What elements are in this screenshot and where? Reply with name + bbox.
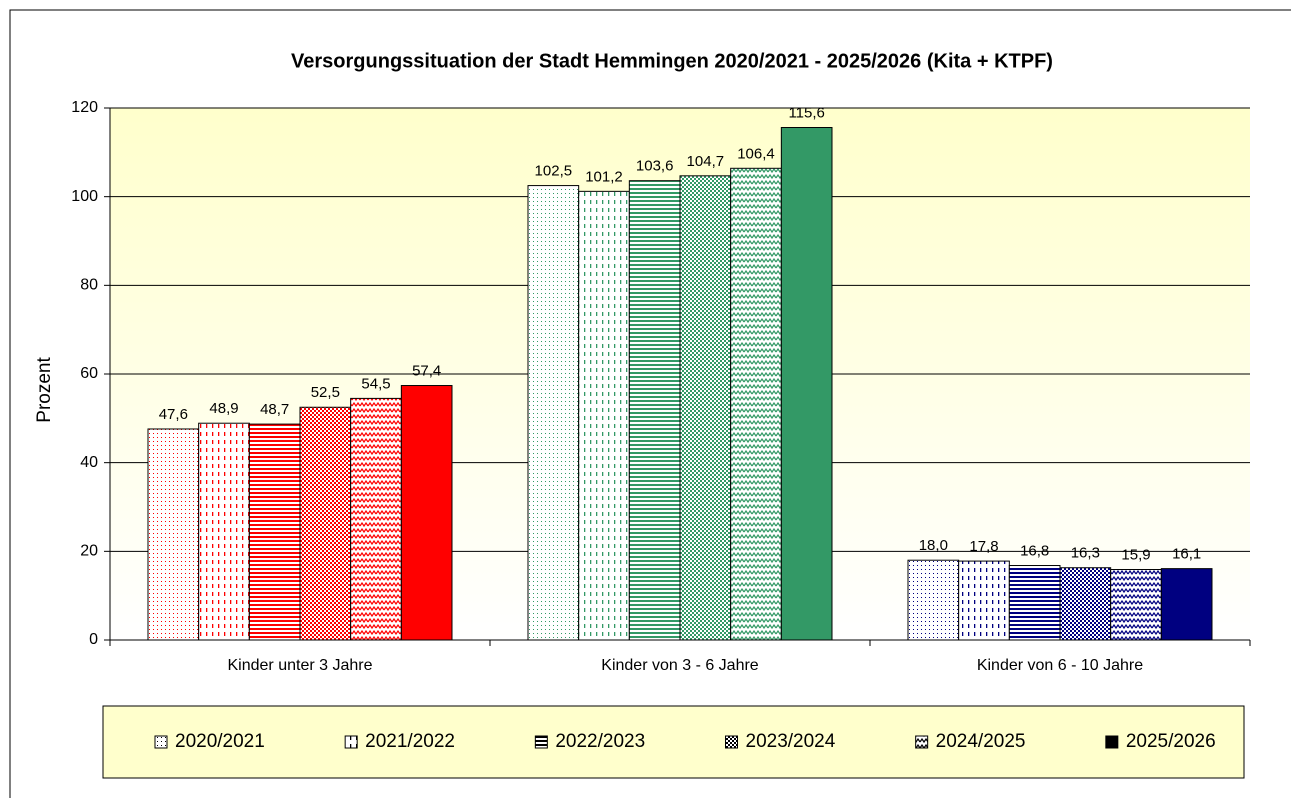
legend-label: 2022/2023 [555,731,645,752]
value-label: 16,1 [1172,546,1201,563]
value-label: 15,9 [1121,546,1150,563]
bar [578,190,630,641]
bar [350,397,402,641]
legend-box [102,705,1245,779]
y-tick-label: 120 [71,99,98,116]
bar [1008,565,1061,641]
y-tick-label: 0 [89,631,98,648]
value-label: 17,8 [969,538,998,555]
y-tick-label: 100 [71,188,98,205]
legend-label: 2025/2026 [1126,731,1216,752]
value-label: 47,6 [159,406,188,423]
legend-label: 2021/2022 [365,731,455,752]
value-label: 102,5 [535,163,573,180]
legend-label: 2023/2024 [746,731,836,752]
value-label: 104,7 [687,153,725,170]
y-axis-label: Prozent [34,357,55,423]
x-tick-label: Kinder unter 3 Jahre [228,657,373,674]
bar [299,406,352,641]
bar [958,560,1010,641]
bar [780,127,833,641]
bar [907,559,960,641]
value-label: 48,9 [209,400,238,417]
legend-swatch [1105,735,1119,749]
y-tick-label: 60 [80,365,98,382]
value-label: 52,5 [311,384,340,401]
legend-swatch [154,735,168,749]
legend-label: 2024/2025 [936,731,1026,752]
bar [1059,567,1112,641]
value-label: 16,8 [1020,542,1049,559]
bar [1110,569,1162,641]
chart-title: Versorgungssituation der Stadt Hemmingen… [291,50,1053,72]
bar [147,428,200,641]
x-tick-label: Kinder von 6 - 10 Jahre [977,657,1143,674]
bar [679,175,732,641]
y-tick-label: 20 [80,543,98,560]
value-label: 101,2 [585,168,623,185]
value-label: 18,0 [919,537,948,554]
value-label: 106,4 [737,145,775,162]
value-label: 103,6 [636,158,674,175]
bar [628,180,681,641]
legend-swatch [725,735,738,749]
bar [730,167,782,641]
legend-swatch [344,735,358,749]
value-label: 115,6 [788,104,824,121]
value-label: 57,4 [412,362,441,379]
y-tick-label: 40 [80,454,98,471]
legend-label: 2020/2021 [175,731,265,752]
legend-swatch [915,735,929,749]
value-label: 54,5 [361,375,390,392]
bar [248,423,301,641]
bar [400,385,453,641]
y-tick-label: 80 [80,277,98,294]
x-tick-label: Kinder von 3 - 6 Jahre [601,657,759,674]
legend-swatch [534,735,548,749]
bar [527,185,580,641]
value-label: 48,7 [260,401,289,418]
bar [1160,568,1213,641]
value-label: 16,3 [1071,545,1100,562]
bar [198,422,250,641]
